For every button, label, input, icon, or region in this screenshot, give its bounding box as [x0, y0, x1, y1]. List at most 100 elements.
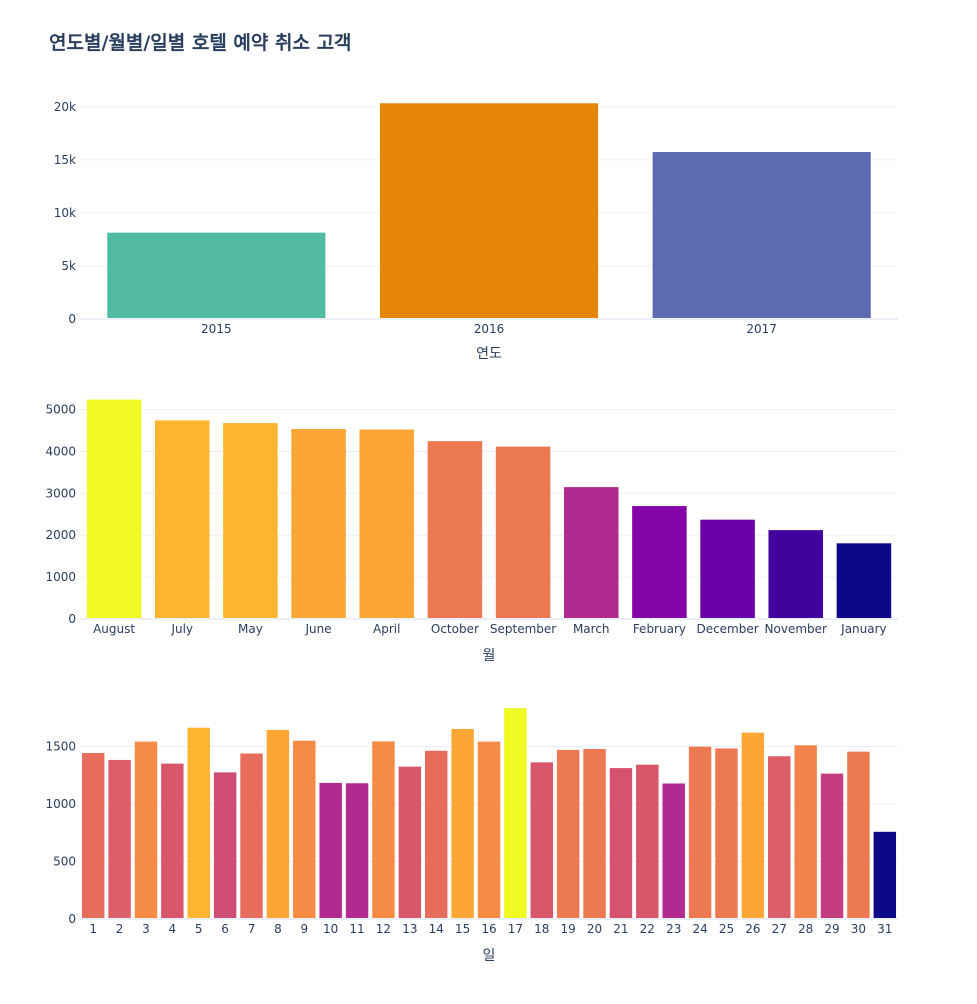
- bar: [556, 749, 580, 919]
- x-tick-label: 24: [692, 922, 707, 936]
- y-tick-label: 10k: [54, 206, 76, 220]
- x-tick-label: 25: [719, 922, 734, 936]
- bar: [741, 732, 765, 919]
- bar: [345, 783, 369, 919]
- x-tick-label: 8: [274, 922, 282, 936]
- x-tick-label: 27: [772, 922, 787, 936]
- bar: [530, 762, 553, 919]
- bar: [161, 763, 184, 919]
- x-tick-label: 13: [402, 922, 417, 936]
- x-tick-label: July: [170, 622, 193, 636]
- bar: [427, 441, 483, 619]
- x-axis-title: 월: [483, 648, 496, 664]
- bar: [504, 708, 527, 919]
- bar: [108, 759, 131, 919]
- x-tick-label: 17: [508, 922, 523, 936]
- bar: [134, 741, 158, 919]
- x-tick-label: June: [305, 622, 332, 636]
- bar: [700, 519, 755, 619]
- x-tick-label: April: [373, 622, 400, 636]
- y-tick-label: 3000: [45, 486, 76, 500]
- x-tick-label: 15: [455, 922, 470, 936]
- x-tick-label: 21: [613, 922, 628, 936]
- y-tick-label: 20k: [54, 100, 76, 114]
- x-tick-label: February: [633, 622, 686, 636]
- x-tick-label: 7: [248, 922, 256, 936]
- y-tick-label: 4000: [45, 444, 76, 458]
- bar: [563, 487, 619, 619]
- x-tick-label: 23: [666, 922, 681, 936]
- bar: [293, 740, 316, 919]
- bar: [359, 429, 415, 619]
- bar: [495, 446, 551, 619]
- bar: [240, 753, 263, 919]
- bar: [266, 729, 290, 919]
- x-tick-label: 29: [824, 922, 839, 936]
- bar: [86, 399, 142, 619]
- bar: [477, 741, 501, 919]
- bar: [794, 745, 817, 919]
- x-tick-label: 20: [587, 922, 602, 936]
- bar: [154, 420, 210, 619]
- bar: [662, 783, 685, 919]
- bar: [379, 103, 599, 319]
- bar: [873, 831, 897, 919]
- bar: [847, 751, 870, 919]
- x-tick-label: January: [840, 622, 887, 636]
- bar: [768, 530, 824, 619]
- x-tick-label: 14: [429, 922, 444, 936]
- x-tick-label: 19: [561, 922, 576, 936]
- bar: [372, 741, 395, 919]
- x-tick-label: 5: [195, 922, 203, 936]
- y-tick-label: 0: [68, 612, 76, 626]
- y-tick-label: 500: [53, 854, 76, 868]
- bar: [81, 753, 105, 919]
- y-tick-label: 5000: [45, 403, 76, 417]
- x-tick-label: 18: [534, 922, 549, 936]
- bar: [652, 151, 871, 319]
- bar: [425, 750, 448, 919]
- y-tick-label: 0: [68, 312, 76, 326]
- y-tick-label: 2000: [45, 528, 76, 542]
- x-tick-label: 16: [481, 922, 496, 936]
- x-tick-label: 26: [745, 922, 760, 936]
- chart-panel-1: 0 5k 10k 15k 20k 2015 2016 2017 연도: [54, 100, 898, 362]
- y-tick-label: 15k: [54, 153, 76, 167]
- bar: [768, 756, 791, 919]
- bar: [398, 766, 422, 919]
- x-tick-label: 3: [142, 922, 150, 936]
- x-tick-label: 2016: [474, 322, 505, 336]
- x-tick-label: 12: [376, 922, 391, 936]
- bar: [223, 423, 278, 619]
- x-tick-label: 2017: [746, 322, 777, 336]
- chart-panel-2: 0 1000 2000 3000 4000 5000 August July May June Ap…: [45, 399, 898, 664]
- x-tick-label: 4: [169, 922, 177, 936]
- x-tick-label: 31: [877, 922, 892, 936]
- x-tick-label: August: [93, 622, 135, 636]
- x-tick-label: 22: [640, 922, 655, 936]
- x-tick-label: 28: [798, 922, 813, 936]
- y-tick-label: 1500: [45, 739, 76, 753]
- y-tick-label: 0: [68, 912, 76, 926]
- x-axis-title: 연도: [476, 346, 502, 362]
- bar: [820, 773, 844, 919]
- bar: [319, 782, 342, 919]
- y-tick-label: 1000: [45, 570, 76, 584]
- bar: [213, 772, 237, 919]
- x-tick-label: 2: [116, 922, 124, 936]
- x-tick-label: October: [431, 622, 479, 636]
- x-tick-label: 2015: [201, 322, 232, 336]
- x-tick-label: May: [238, 622, 263, 636]
- bar: [583, 748, 606, 919]
- bar: [107, 232, 326, 319]
- x-tick-label: 1: [89, 922, 97, 936]
- x-tick-label: November: [765, 622, 827, 636]
- x-tick-label: 10: [323, 922, 338, 936]
- x-tick-label: December: [696, 622, 758, 636]
- y-tick-label: 5k: [61, 259, 76, 273]
- x-tick-label: March: [573, 622, 610, 636]
- y-tick-label: 1000: [45, 797, 76, 811]
